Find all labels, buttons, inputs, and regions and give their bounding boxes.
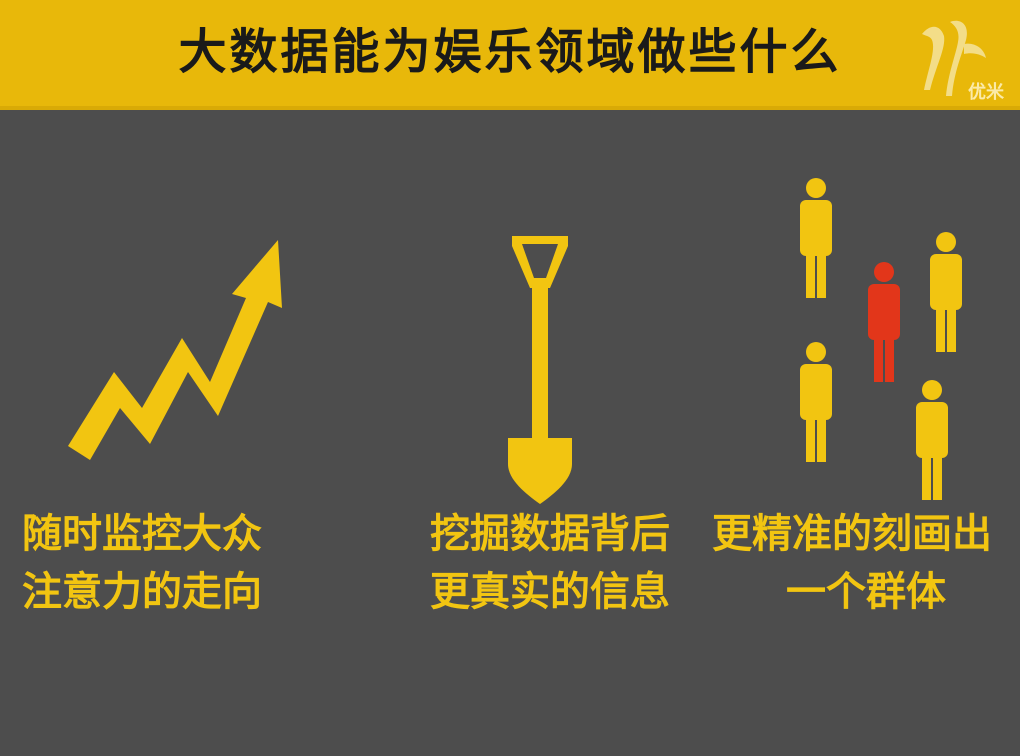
caption-line-1: 随时监控大众 (22, 511, 262, 557)
caption-monitor-attention: 随时监控大众 注意力的走向 (22, 505, 322, 621)
caption-line-1: 挖掘数据背后 (430, 511, 670, 557)
caption-line-2: 更真实的信息 (430, 569, 670, 615)
shovel-icon (508, 236, 572, 504)
caption-line-2: 一个群体 (786, 569, 946, 615)
page-title: 大数据能为娱乐领域做些什么 (178, 24, 842, 80)
caption-profile-group: 更精准的刻画出 一个群体 (712, 505, 1020, 621)
youmi-logo-icon (922, 20, 986, 96)
people-group-icon (800, 178, 962, 500)
trend-arrow-icon (68, 240, 282, 460)
logo-text: 优米 (968, 82, 1004, 103)
header-bar: 大数据能为娱乐领域做些什么 优米 (0, 0, 1020, 110)
caption-dig-data: 挖掘数据背后 更真实的信息 (400, 505, 700, 621)
caption-line-1: 更精准的刻画出 (712, 511, 992, 557)
caption-line-2: 注意力的走向 (22, 569, 262, 615)
